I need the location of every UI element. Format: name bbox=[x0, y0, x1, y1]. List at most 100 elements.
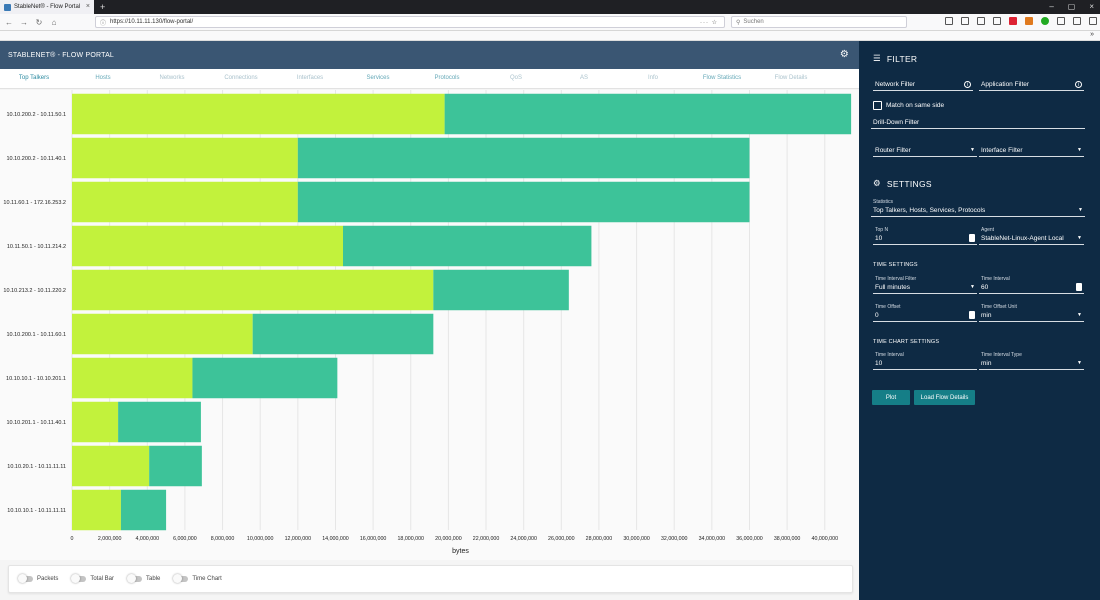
sync-icon[interactable] bbox=[1073, 17, 1081, 25]
tab-as[interactable]: AS bbox=[579, 75, 589, 81]
interface-filter-select[interactable]: Interface Filter ▼ bbox=[979, 145, 1084, 157]
tab-interfaces[interactable]: Interfaces bbox=[296, 75, 324, 81]
bar-segment[interactable] bbox=[72, 313, 253, 355]
close-tab-icon[interactable]: × bbox=[85, 3, 90, 10]
app-title: STABLENET® - FLOW PORTAL bbox=[8, 51, 115, 59]
tab-networks[interactable]: Networks bbox=[159, 75, 185, 81]
info-icon[interactable]: i bbox=[1075, 81, 1082, 88]
bar-segment[interactable] bbox=[72, 93, 445, 135]
bar-segment[interactable] bbox=[72, 357, 193, 399]
tc-time-interval-label: Time Interval bbox=[875, 352, 904, 358]
bar-segment[interactable] bbox=[297, 181, 750, 223]
network-filter-input[interactable]: Network Filter i bbox=[873, 79, 973, 91]
sidebar-icon[interactable] bbox=[993, 17, 1001, 25]
bar-segment[interactable] bbox=[118, 401, 201, 443]
library-icon[interactable] bbox=[961, 17, 969, 25]
home-icon[interactable]: ⌂ bbox=[51, 17, 57, 27]
screenshot-icon[interactable] bbox=[1089, 17, 1097, 25]
bar-segment[interactable] bbox=[192, 357, 338, 399]
overflow-chevron-icon[interactable]: » bbox=[1090, 31, 1094, 38]
category-label: 10.10.200.2 - 10.11.40.1 bbox=[6, 156, 66, 162]
drilldown-filter-input[interactable]: Drill-Down Filter bbox=[871, 117, 1085, 129]
maximize-icon[interactable]: ▢ bbox=[1067, 2, 1076, 11]
load-flow-details-button[interactable]: Load Flow Details bbox=[914, 390, 975, 405]
bar-segment[interactable] bbox=[342, 225, 592, 267]
toggle-switch[interactable] bbox=[127, 574, 143, 583]
bar-segment[interactable] bbox=[297, 137, 750, 179]
reload-icon[interactable]: ↻ bbox=[35, 17, 43, 27]
bar-segment[interactable] bbox=[72, 445, 150, 487]
tab-flow-details[interactable]: Flow Details bbox=[774, 75, 808, 81]
bar-segment[interactable] bbox=[433, 269, 569, 311]
browser-nav-bar: ← → ↻ ⌂ ⓘ https://10.11.11.130/flow-port… bbox=[0, 14, 1100, 31]
info-icon[interactable]: i bbox=[964, 81, 971, 88]
site-info-icon[interactable]: ⓘ bbox=[100, 20, 107, 27]
statistics-select[interactable]: Top Talkers, Hosts, Services, Protocols … bbox=[871, 205, 1085, 217]
spinner-icon[interactable] bbox=[969, 234, 975, 242]
agent-select[interactable]: StableNet-Linux-Agent Local ▼ bbox=[979, 233, 1084, 245]
tab-hosts[interactable]: Hosts bbox=[95, 75, 111, 81]
tab-info[interactable]: Info bbox=[647, 75, 659, 81]
forward-icon[interactable]: → bbox=[20, 17, 28, 27]
bar-segment[interactable] bbox=[72, 137, 298, 179]
time-interval-value: 60 bbox=[981, 284, 989, 291]
bar-segment[interactable] bbox=[252, 313, 434, 355]
spinner-icon[interactable] bbox=[1076, 283, 1082, 291]
toggle-total-bar[interactable]: Total Bar bbox=[71, 574, 114, 583]
new-tab-icon[interactable]: + bbox=[100, 2, 106, 12]
minimize-icon[interactable]: – bbox=[1049, 2, 1054, 11]
tc-time-interval-type-select[interactable]: min ▼ bbox=[979, 358, 1084, 370]
bar-segment[interactable] bbox=[72, 489, 121, 531]
tab-connections[interactable]: Connections bbox=[224, 75, 258, 81]
browser-tab-title: StableNet® - Flow Portal bbox=[14, 4, 81, 10]
router-filter-select[interactable]: Router Filter ▼ bbox=[873, 145, 977, 157]
account-icon[interactable] bbox=[945, 17, 953, 25]
category-label: 10.11.60.1 - 172.16.253.2 bbox=[3, 200, 66, 206]
bar-segment[interactable] bbox=[72, 225, 343, 267]
plot-button[interactable]: Plot bbox=[872, 390, 910, 405]
toggle-time-chart[interactable]: Time Chart bbox=[173, 574, 222, 583]
toggle-switch[interactable] bbox=[173, 574, 189, 583]
x-tick-label: 10,000,000 bbox=[247, 536, 274, 542]
match-same-side-row[interactable]: Match on same side bbox=[873, 101, 944, 110]
bar-segment[interactable] bbox=[72, 269, 434, 311]
bar-segment[interactable] bbox=[444, 93, 852, 135]
bar-segment[interactable] bbox=[72, 401, 119, 443]
time-offset-unit-select[interactable]: min ▼ bbox=[979, 310, 1084, 322]
toggle-packets[interactable]: Packets bbox=[18, 574, 58, 583]
tab-qos[interactable]: QoS bbox=[509, 75, 523, 81]
match-same-side-checkbox[interactable] bbox=[873, 101, 882, 110]
tab-protocols[interactable]: Protocols bbox=[434, 75, 460, 81]
x-tick-label: 40,000,000 bbox=[812, 536, 839, 542]
url-bar[interactable]: ⓘ https://10.11.11.130/flow-portal/ ··· … bbox=[95, 16, 725, 28]
category-label: 10.10.200.2 - 10.11.50.1 bbox=[6, 112, 66, 118]
time-offset-input[interactable]: 0 bbox=[873, 310, 977, 322]
topn-input[interactable]: 10 bbox=[873, 233, 977, 245]
gear-icon[interactable]: ⚙ bbox=[839, 49, 849, 60]
toggle-switch[interactable] bbox=[18, 574, 33, 583]
tc-time-interval-input[interactable]: 10 bbox=[873, 358, 977, 370]
extension-orange-icon[interactable] bbox=[1025, 17, 1033, 25]
back-icon[interactable]: ← bbox=[5, 17, 13, 27]
toggle-switch[interactable] bbox=[71, 574, 87, 583]
extension-red-icon[interactable] bbox=[1009, 17, 1017, 25]
page-actions-icon[interactable]: ··· ☆ bbox=[699, 19, 718, 26]
toggle-table[interactable]: Table bbox=[127, 574, 160, 583]
bar-segment[interactable] bbox=[149, 445, 202, 487]
time-interval-filter-select[interactable]: Full minutes ▼ bbox=[873, 282, 977, 294]
search-input[interactable]: ⚲ Suchen bbox=[731, 16, 907, 28]
bar-segment[interactable] bbox=[120, 489, 167, 531]
time-interval-input[interactable]: 60 bbox=[979, 282, 1084, 294]
application-filter-input[interactable]: Application Filter i bbox=[979, 79, 1084, 91]
extension-icon[interactable] bbox=[1057, 17, 1065, 25]
close-window-icon[interactable]: × bbox=[1089, 2, 1094, 11]
extension-green-icon[interactable] bbox=[1041, 17, 1049, 25]
spinner-icon[interactable] bbox=[969, 311, 975, 319]
tab-flow-statistics[interactable]: Flow Statistics bbox=[702, 75, 742, 81]
tab-top-talkers[interactable]: Top Talkers bbox=[18, 75, 50, 81]
bar-segment[interactable] bbox=[72, 181, 298, 223]
browser-tab[interactable]: StableNet® - Flow Portal × bbox=[0, 0, 94, 14]
tc-time-interval-type-value: min bbox=[981, 360, 992, 367]
reader-icon[interactable] bbox=[977, 17, 985, 25]
tab-services[interactable]: Services bbox=[366, 75, 390, 81]
